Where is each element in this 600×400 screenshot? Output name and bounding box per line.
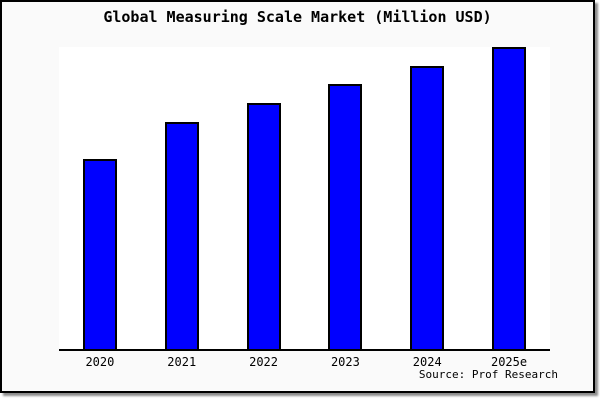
bar-column-2020 <box>59 47 141 349</box>
bar-2023 <box>328 84 363 349</box>
bar-2020 <box>82 159 117 349</box>
x-tick-label-2021: 2021 <box>167 355 197 369</box>
x-tick-label-2023: 2023 <box>330 355 360 369</box>
chart-card: Global Measuring Scale Market (Million U… <box>0 0 595 393</box>
bar-2024 <box>410 66 445 349</box>
bar-column-2024 <box>386 47 468 349</box>
plot-area <box>59 47 550 351</box>
x-tick-label-2024: 2024 <box>412 355 442 369</box>
bar-column-2025e <box>468 47 550 349</box>
bar-2022 <box>246 103 281 349</box>
x-axis-labels: 2020 2021 2022 2023 2024 2025e <box>59 355 550 369</box>
bar-column-2021 <box>141 47 223 349</box>
chart-title: Global Measuring Scale Market (Million U… <box>103 8 492 26</box>
x-tick-label-2022: 2022 <box>249 355 279 369</box>
bar-column-2022 <box>223 47 305 349</box>
source-text: Source: Prof Research <box>418 368 558 381</box>
x-tick-label-2020: 2020 <box>85 355 115 369</box>
bars-container <box>59 47 550 349</box>
x-tick-label-2025e: 2025e <box>490 355 528 369</box>
bar-2021 <box>164 122 199 349</box>
bar-column-2023 <box>304 47 386 349</box>
bar-2025e <box>492 47 527 349</box>
